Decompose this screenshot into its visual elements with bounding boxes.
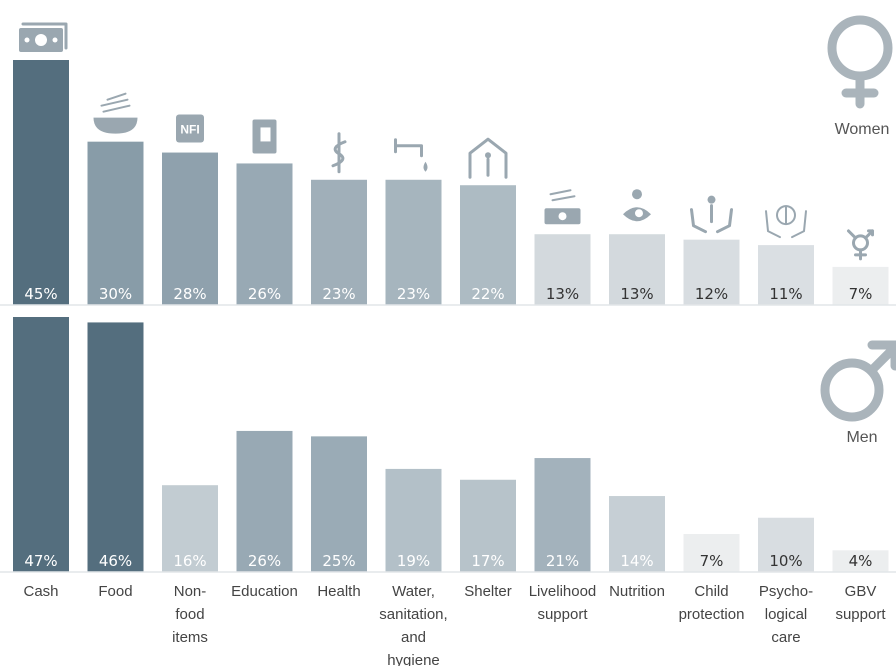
men-bar-water-sanitation-and-hygiene: [385, 468, 442, 572]
category-label-gbv-support: GBV support: [835, 583, 886, 623]
women-bar-education: [236, 163, 293, 305]
education-icon: [252, 119, 277, 154]
men-value-label: 10%: [769, 552, 802, 570]
men-label: Men: [846, 429, 877, 446]
women-value-label: 23%: [322, 285, 355, 303]
men-value-label: 26%: [248, 552, 281, 570]
men-value-label: 47%: [24, 552, 57, 570]
cash-icon: [19, 22, 68, 52]
female-symbol-icon: [827, 15, 893, 109]
men-bar-non-food-items: [162, 485, 218, 572]
water-tap-icon: [394, 138, 428, 172]
men-bars: 47% 46% 16% 26% 25% 19% 17% 21% 14% 7% 10% 4%: [13, 317, 889, 572]
women-value-label: 45%: [24, 285, 57, 303]
women-bar-livelihood-support: [534, 234, 591, 305]
men-bar-nutrition: [609, 496, 665, 572]
svg-text:NFI: NFI: [180, 123, 199, 137]
women-bar-shelter: [460, 185, 516, 305]
psychological-care-icon: [765, 205, 807, 239]
category-label-livelihood-support: Livelihood support: [529, 583, 597, 623]
category-label-nutrition: Nutrition: [609, 583, 665, 600]
women-value-label: 7%: [849, 285, 873, 303]
men-bar-shelter: [460, 479, 516, 572]
category-labels: Cash Food Non-food items Education Health Wate…: [23, 583, 886, 666]
men-bar-child-protection: [683, 534, 740, 572]
men-bar-gbv-support: [832, 550, 889, 572]
men-value-label: 14%: [620, 552, 653, 570]
nutrition-icon: [623, 189, 651, 222]
category-icons: NFI: [19, 22, 874, 261]
women-bars: 45% 30% 28% 26% 23% 23% 22% 13% 13% 12% 11% 7%: [13, 60, 889, 305]
women-value-label: 22%: [471, 285, 504, 303]
men-value-label: 21%: [546, 552, 579, 570]
nfi-icon: NFI: [176, 114, 204, 143]
women-value-label: 13%: [546, 285, 579, 303]
health-icon: [331, 132, 347, 174]
men-value-label: 25%: [322, 552, 355, 570]
men-value-label: 46%: [99, 552, 132, 570]
women-bar-cash: [13, 60, 69, 305]
women-value-label: 26%: [248, 285, 281, 303]
men-bar-cash: [13, 317, 69, 572]
men-bar-psycho-logical-care: [758, 517, 814, 572]
category-label-health: Health: [317, 583, 360, 600]
men-value-label: 19%: [397, 552, 430, 570]
men-value-label: 7%: [700, 552, 724, 570]
category-label-water-sanitation-and-hygiene: Water, sanitation, and hygiene: [379, 583, 447, 666]
women-bar-non-food-items: [162, 152, 218, 305]
women-value-label: 13%: [620, 285, 653, 303]
food-icon: [93, 92, 138, 134]
men-bar-food: [87, 322, 144, 572]
male-symbol-icon: [820, 340, 896, 422]
women-bar-child-protection: [683, 239, 740, 305]
women-bar-gbv-support: [832, 266, 889, 305]
women-bar-health: [311, 179, 367, 305]
category-label-education: Education: [231, 583, 298, 600]
women-value-label: 28%: [173, 285, 206, 303]
category-label-psycho-logical-care: Psycho-logical care: [759, 583, 813, 646]
women-label: Women: [835, 121, 890, 138]
category-label-shelter: Shelter: [464, 583, 512, 600]
category-label-cash: Cash: [23, 583, 58, 600]
women-value-label: 23%: [397, 285, 430, 303]
category-label-non-food-items: Non-food items: [172, 583, 208, 646]
gbv-icon: [847, 229, 874, 261]
women-bar-food: [87, 141, 144, 305]
men-bar-education: [236, 430, 293, 572]
men-value-label: 16%: [173, 552, 206, 570]
category-label-child-protection: Child protection: [679, 583, 745, 623]
men-value-label: 4%: [849, 552, 873, 570]
child-protection-icon: [690, 195, 733, 234]
shelter-icon: [468, 137, 508, 179]
category-label-food: Food: [98, 583, 132, 600]
men-bar-livelihood-support: [534, 458, 591, 572]
men-bar-health: [311, 436, 367, 572]
women-bar-psycho-logical-care: [758, 245, 814, 305]
men-value-label: 17%: [471, 552, 504, 570]
women-bar-nutrition: [609, 234, 665, 305]
women-value-label: 30%: [99, 285, 132, 303]
women-value-label: 11%: [769, 285, 802, 303]
women-value-label: 12%: [695, 285, 728, 303]
women-bar-water-sanitation-and-hygiene: [385, 179, 442, 305]
livelihood-icon: [544, 189, 581, 225]
